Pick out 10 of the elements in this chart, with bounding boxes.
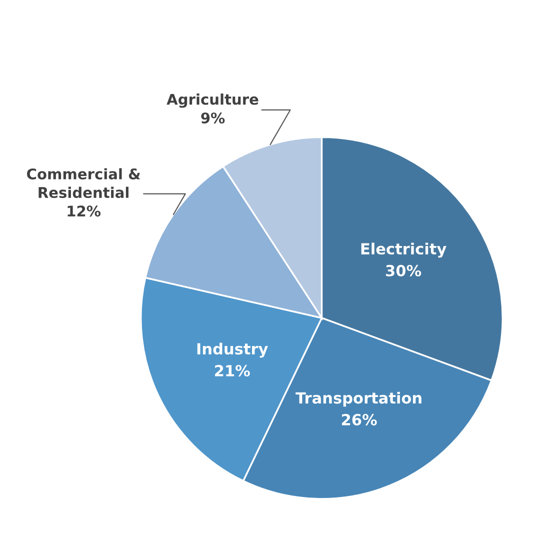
data-label: 26%: [342, 414, 377, 426]
slice-label: Electricity: [361, 242, 446, 258]
data-label: 12%: [68, 206, 101, 217]
slice-label: Industry: [197, 342, 268, 358]
slice-label: Agriculture: [166, 94, 258, 108]
data-label: 21%: [215, 364, 250, 376]
data-label: 30%: [386, 264, 422, 276]
slice-label: Commercial & Residential: [27, 168, 140, 198]
slice-label: Transportation: [296, 392, 422, 407]
data-label: 9%: [201, 112, 225, 124]
